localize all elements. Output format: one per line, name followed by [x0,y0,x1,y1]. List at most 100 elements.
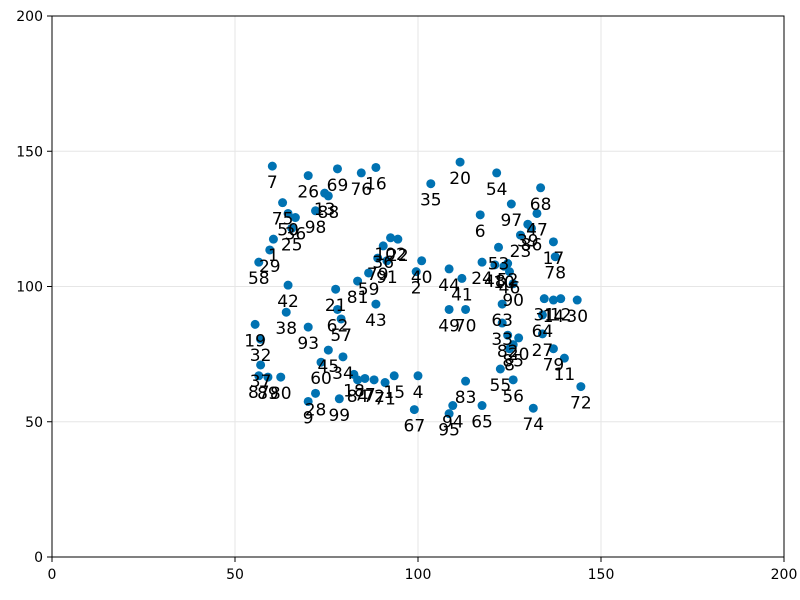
data-point [268,234,278,244]
data-point [494,242,504,252]
data-point [537,310,547,320]
point-label: 24 [471,269,493,289]
point-label: 54 [486,180,508,200]
point-label: 38 [275,319,297,339]
point-label: 32 [250,346,272,366]
data-point [461,376,471,386]
data-point [508,279,518,289]
data-point [550,252,560,262]
point-label: 82 [497,342,519,362]
data-point [409,405,419,415]
data-point [444,264,454,274]
point-label: 27 [532,341,554,361]
point-label: 97 [501,211,523,231]
data-point [276,372,286,382]
point-label: 14 [543,307,565,327]
point-label: 79 [367,265,389,285]
point-label: 23 [510,242,532,262]
point-label: 31 [533,306,555,326]
data-point [371,162,381,172]
point-label: 98 [305,218,327,238]
point-label: 47 [526,220,548,240]
data-point [455,157,465,167]
point-label: 22 [387,246,409,266]
point-label: 72 [570,394,592,414]
data-point [532,208,542,218]
x-tick-label: 150 [588,567,615,583]
data-point [254,257,264,267]
data-point [380,378,390,388]
data-point [281,307,291,317]
data-point [336,314,346,324]
point-label: 95 [438,421,460,441]
data-point [536,183,546,193]
data-point [382,256,392,266]
data-point [290,213,300,223]
point-label: 33 [491,330,513,350]
data-point [508,375,518,385]
data-point [287,223,297,233]
data-point [369,375,379,385]
data-point [515,230,525,240]
point-label: 42 [277,292,299,312]
point-label: 67 [404,417,426,437]
point-label: 34 [332,364,354,384]
data-point [503,330,513,340]
data-point [278,198,288,208]
point-label: 19 [244,331,266,351]
point-label: 85 [502,352,524,372]
data-point [572,295,582,305]
point-label: 90 [502,291,524,311]
data-point [338,352,348,362]
point-label: 70 [455,316,477,336]
x-tick-label: 100 [405,567,432,583]
data-point [393,234,403,244]
point-label: 76 [350,180,372,200]
data-point [311,388,321,398]
data-point [490,260,500,270]
data-point [548,237,558,247]
point-label: 1 [268,246,279,266]
point-label: 86 [521,235,543,255]
y-tick-label: 50 [25,415,43,431]
point-label: 12 [550,306,572,326]
data-point [332,304,342,314]
point-label: 99 [328,406,350,426]
data-point [495,364,505,374]
x-tick-label: 0 [48,567,57,583]
point-label: 84 [347,387,369,407]
point-label: 48 [484,272,506,292]
point-label: 46 [499,279,521,299]
data-point [323,345,333,355]
x-axis: 0 50 100 150 200 [48,557,797,583]
point-label: 93 [297,334,319,354]
point-label: 89 [257,384,279,404]
data-point [283,280,293,290]
data-point [444,409,454,419]
point-label: 60 [310,369,332,389]
data-point [506,199,516,209]
data-point [417,256,427,266]
point-label: 4 [413,383,424,403]
point-label: 50 [277,220,299,240]
point-label: 88 [318,203,340,223]
point-label: 52 [497,271,519,291]
data-point [497,318,507,328]
data-point [475,210,485,220]
data-point [548,295,558,305]
point-label: 102 [374,245,406,265]
data-point [303,322,313,332]
point-label: 35 [420,191,442,211]
data-point [303,171,313,181]
data-point [497,299,507,309]
data-point [413,371,423,381]
data-point [371,299,381,309]
point-label: 62 [327,316,349,336]
data-point [576,382,586,392]
data-point [457,273,467,283]
point-label: 44 [438,276,460,296]
point-label: 91 [376,268,398,288]
point-label: 64 [532,322,554,342]
point-label: 20 [449,169,471,189]
